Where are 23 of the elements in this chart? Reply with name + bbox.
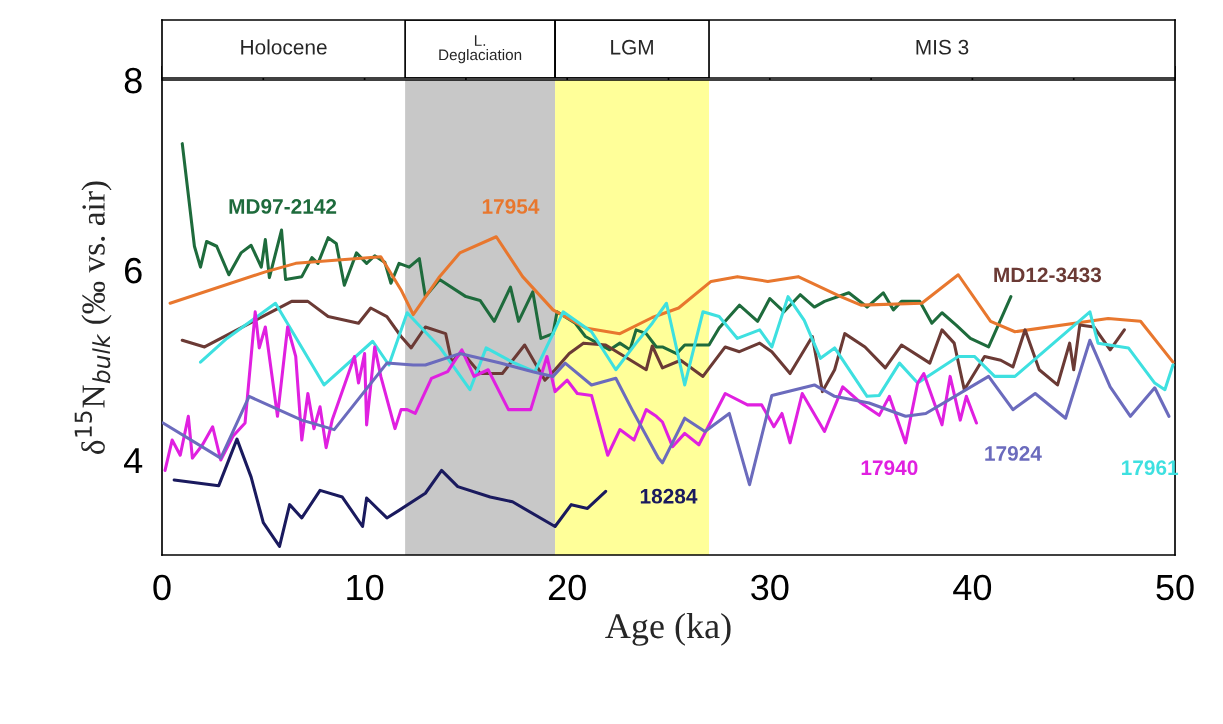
line-series (172, 437, 608, 548)
series-label: 17940 (861, 460, 918, 476)
series-label: 17954 (482, 199, 540, 214)
y-tick-label: 6 (125, 257, 142, 284)
x-tick-label: 10 (347, 574, 384, 601)
x-tick-label: 40 (953, 574, 992, 601)
x-tick-label: 30 (751, 574, 789, 601)
series-label: 18284 (640, 488, 698, 504)
series-label: 17924 (985, 446, 1042, 461)
x-tick-label: 20 (548, 574, 586, 601)
y-axis-title: δ$^{15}$N$_{bulk}$ (‰ vs. air) (74, 181, 112, 454)
line-series (168, 235, 1175, 364)
x-tick-label: 0 (153, 574, 171, 601)
y-tick-label: 8 (124, 67, 142, 94)
x-tick-label: 50 (1156, 574, 1194, 601)
text: MD12-3433 (994, 267, 1102, 283)
y-tick-label: 4 (124, 448, 143, 474)
band-label: LGM (611, 39, 653, 55)
band-label: L. Deglaciation (439, 35, 522, 64)
text: MIS 3 (916, 39, 969, 55)
series-label: MD97-2142 (229, 199, 337, 214)
text: Holocene (241, 39, 327, 55)
x-axis-title: Age (ka) (605, 612, 731, 646)
